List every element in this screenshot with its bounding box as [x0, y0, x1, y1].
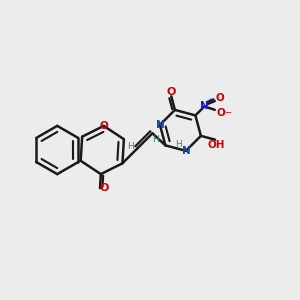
- Text: N: N: [182, 146, 190, 156]
- Text: N: N: [156, 120, 164, 130]
- Text: N: N: [200, 101, 209, 111]
- Text: O: O: [99, 121, 108, 131]
- Text: +: +: [207, 97, 213, 106]
- Text: OH: OH: [208, 140, 225, 150]
- Text: O: O: [216, 108, 225, 118]
- Text: H: H: [128, 142, 134, 151]
- Text: −: −: [224, 108, 231, 117]
- Text: H: H: [153, 135, 159, 144]
- Text: H: H: [175, 140, 182, 149]
- Text: O: O: [216, 93, 224, 103]
- Text: O: O: [99, 183, 109, 193]
- Text: O: O: [167, 87, 176, 97]
